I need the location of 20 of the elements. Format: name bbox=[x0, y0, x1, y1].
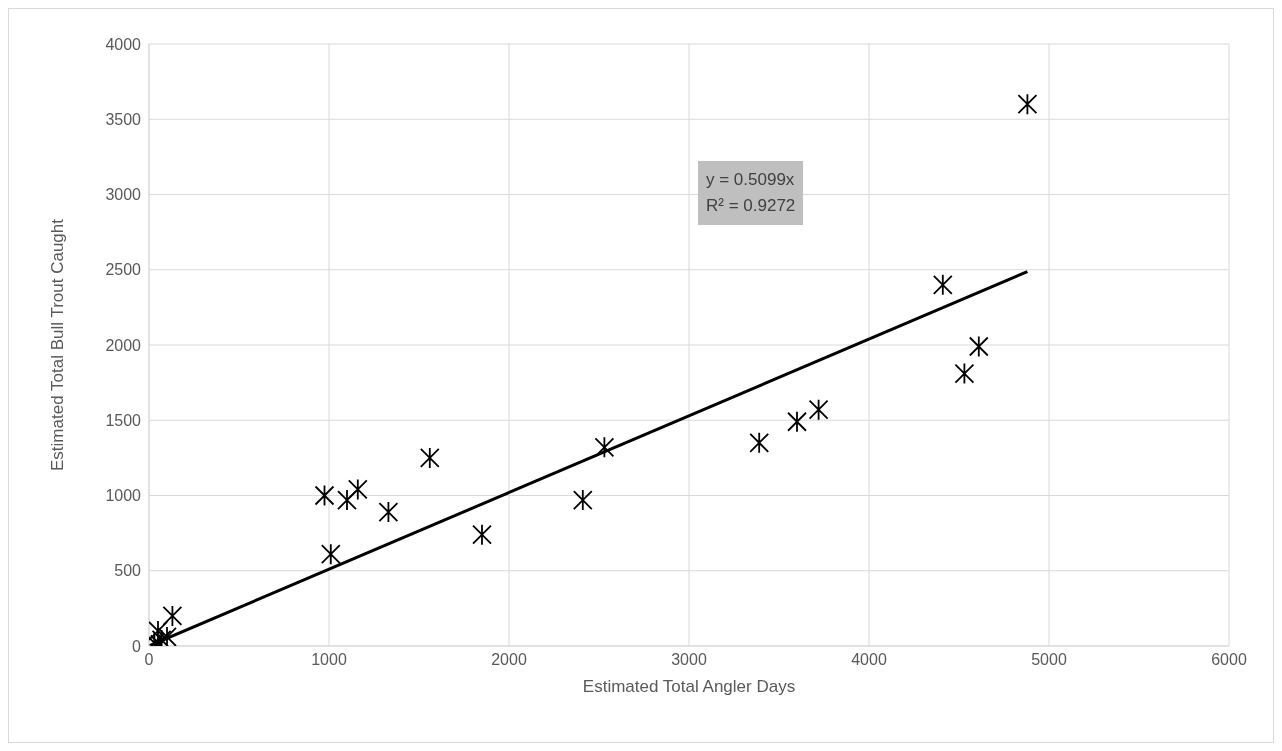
x-tick-label: 4000 bbox=[851, 651, 887, 669]
x-tick-label: 6000 bbox=[1211, 651, 1247, 669]
x-tick-label: 0 bbox=[144, 651, 154, 669]
annotation: R² = 0.9272 bbox=[706, 195, 796, 217]
y-tick-label: 4000 bbox=[105, 35, 142, 53]
y-tick-label: 1500 bbox=[105, 411, 142, 429]
x-tick-label: 1000 bbox=[311, 651, 347, 669]
y-axis-title: Estimated Total Bull Trout Caught bbox=[48, 218, 68, 471]
x-tick-label: 5000 bbox=[1031, 651, 1067, 669]
y-tick-label: 500 bbox=[114, 562, 142, 580]
x-axis-title: Estimated Total Angler Days bbox=[582, 677, 796, 696]
y-tick-label: 3500 bbox=[105, 110, 142, 128]
y-tick-label: 0 bbox=[132, 637, 142, 655]
annotation: y = 0.5099x bbox=[706, 169, 796, 191]
y-tick-label: 1000 bbox=[105, 487, 142, 505]
x-tick-label: 3000 bbox=[671, 651, 707, 669]
y-tick-label: 3000 bbox=[105, 186, 142, 204]
y-tick-label: 2500 bbox=[105, 261, 142, 279]
y-tick-label: 2000 bbox=[105, 336, 142, 354]
x-tick-label: 2000 bbox=[491, 651, 527, 669]
